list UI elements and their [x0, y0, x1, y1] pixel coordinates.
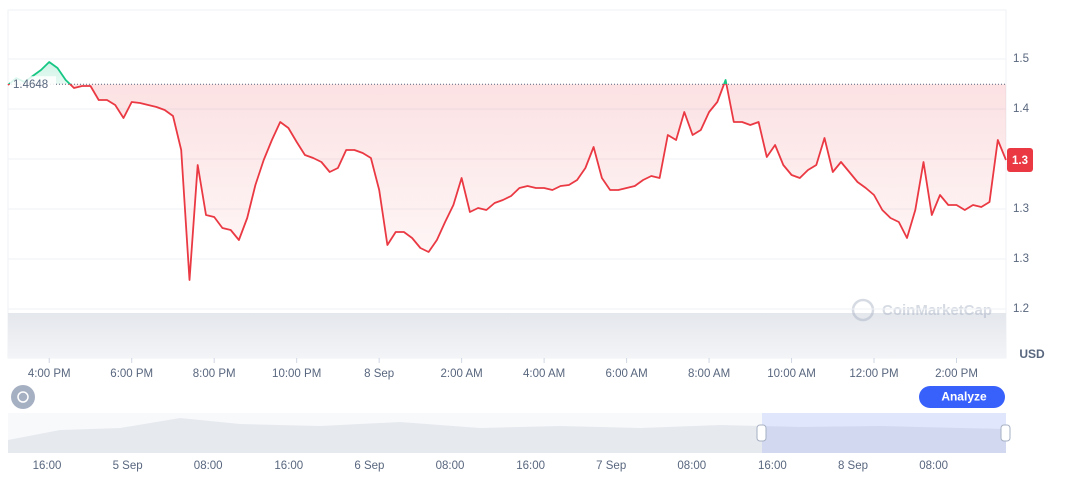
navigator-label: 16:00 [758, 460, 787, 472]
baseline-label: 1.4648 [13, 79, 48, 91]
y-tick-label: 1.2 [1013, 303, 1029, 315]
navigator-label: 5 Sep [113, 460, 143, 472]
x-tick-label: 4:00 AM [523, 368, 565, 380]
x-tick-label: 8 Sep [364, 368, 394, 380]
analyze-label[interactable]: Analyze [941, 390, 987, 404]
last-price-box [1007, 148, 1033, 172]
navigator-label: 8 Sep [838, 460, 868, 472]
last-price-label: 1.3 [1012, 155, 1028, 167]
x-tick-label: 8:00 AM [688, 368, 730, 380]
y-tick-label: 1.5 [1013, 53, 1029, 65]
navigator-label: 7 Sep [596, 460, 626, 472]
navigator-label: 08:00 [194, 460, 223, 472]
x-tick-label: 6:00 PM [110, 368, 153, 380]
x-tick-label: 2:00 AM [441, 368, 483, 380]
navigator-label: 16:00 [33, 460, 62, 472]
x-tick-label: 2:00 PM [935, 368, 978, 380]
currency-label: USD [1019, 347, 1045, 361]
price-line [7, 61, 1007, 281]
x-tick-label: 6:00 AM [605, 368, 647, 380]
navigator-label: 6 Sep [354, 460, 384, 472]
watermark-text: CoinMarketCap [882, 302, 992, 319]
navigator-label: 08:00 [677, 460, 706, 472]
x-tick-label: 10:00 AM [767, 368, 816, 380]
price-area [8, 62, 1006, 280]
navigator-label: 16:00 [274, 460, 303, 472]
navigator-label: 08:00 [919, 460, 948, 472]
watermark: CoinMarketCap [851, 298, 992, 322]
y-tick-label: 1.3 [1013, 203, 1029, 215]
y-tick-label: 1.4 [1013, 103, 1030, 115]
y-tick-label: 1.3 [1013, 253, 1029, 265]
history-button[interactable] [11, 385, 35, 409]
x-tick-label: 4:00 PM [28, 368, 71, 380]
navigator-label: 16:00 [516, 460, 545, 472]
volume-bars [8, 313, 1006, 358]
x-tick-label: 8:00 PM [193, 368, 236, 380]
navigator-label: 08:00 [436, 460, 465, 472]
x-tick-label: 12:00 PM [849, 368, 898, 380]
analyze-button[interactable]: Analyze [919, 386, 1005, 408]
navigator [8, 413, 1011, 453]
x-tick-label: 10:00 PM [272, 368, 321, 380]
baseline-label-bg [10, 76, 56, 93]
